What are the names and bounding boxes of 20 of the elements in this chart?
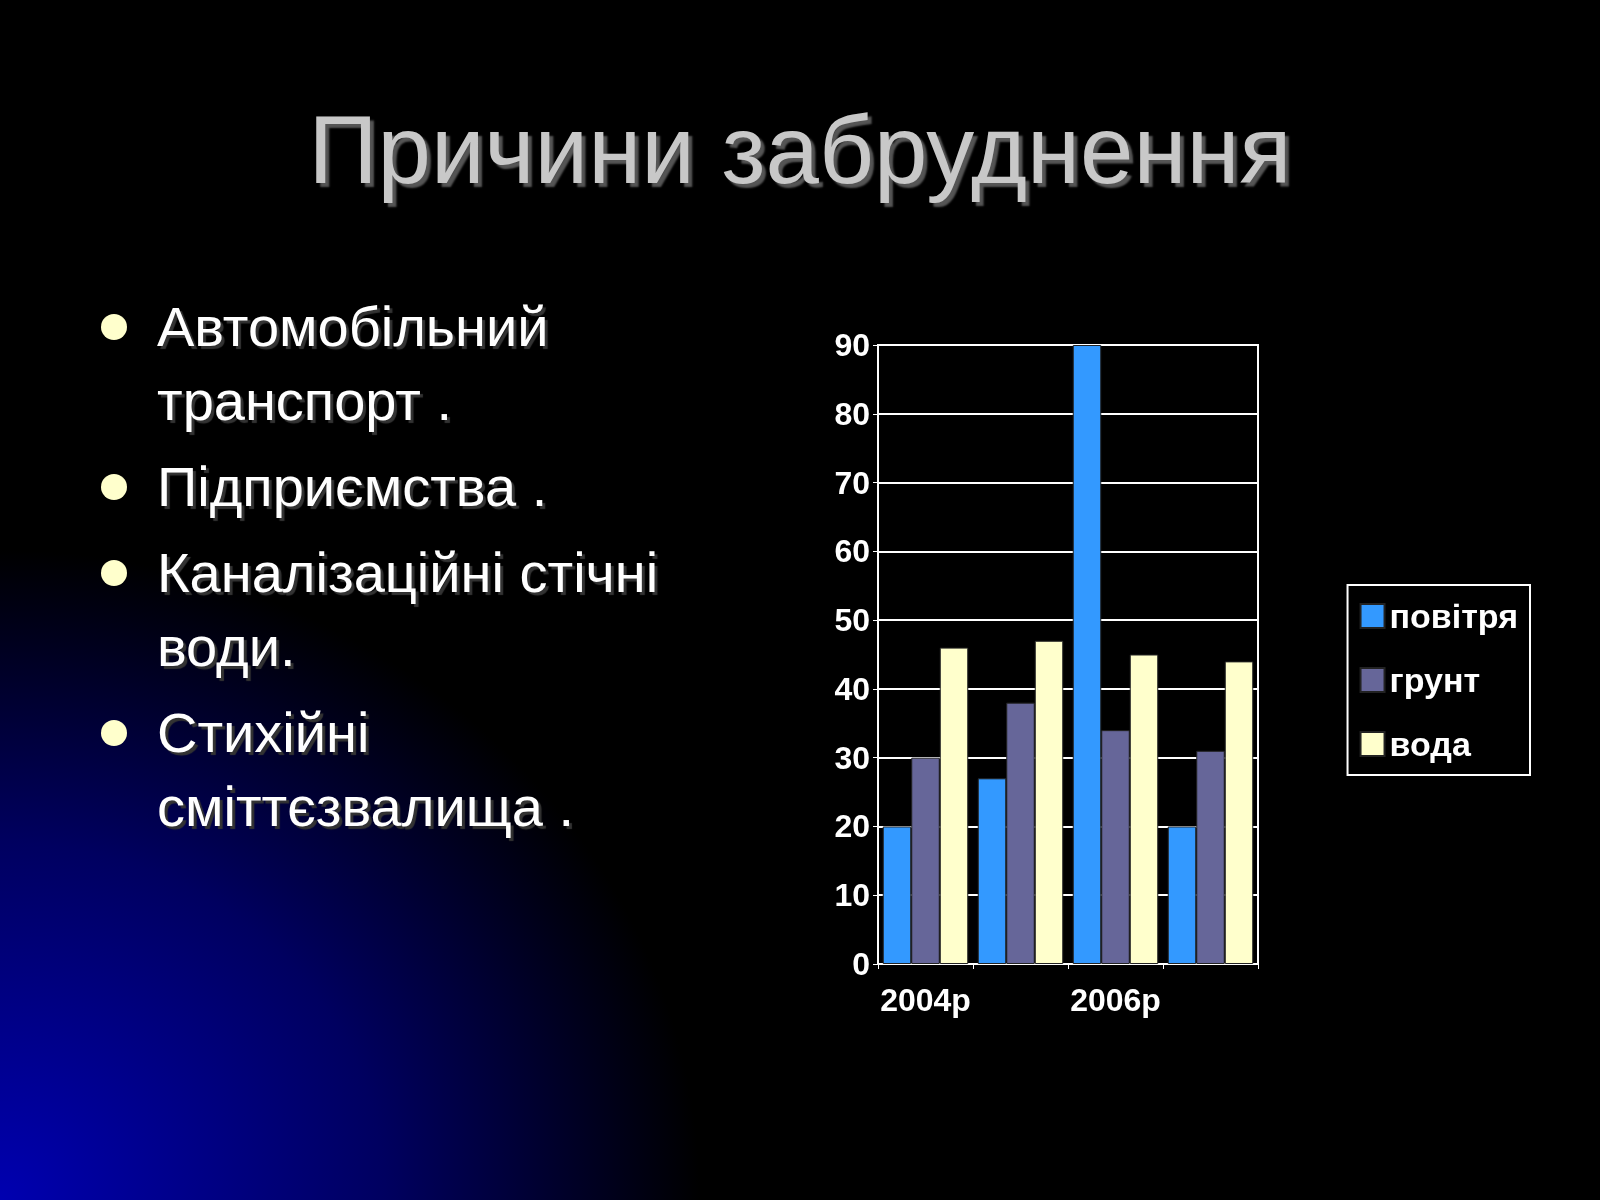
- legend-label: грунт: [1389, 661, 1481, 699]
- chart-title: Причини забруднення: [307, 95, 1293, 205]
- y-tick-label: 80: [834, 395, 870, 432]
- y-tick-label: 50: [834, 602, 870, 639]
- y-tick-label: 90: [834, 327, 870, 363]
- text: Каналізаційні стічні води.: [157, 541, 659, 678]
- text: Стихійні сміттєзвалища .: [157, 701, 575, 838]
- y-tick-label: 60: [834, 533, 870, 570]
- y-tick-label: 20: [834, 808, 870, 845]
- text: Автомобільний транспорт .: [157, 295, 549, 432]
- x-tick-label: 2006р: [1070, 982, 1161, 1018]
- y-tick-label: 40: [834, 670, 870, 707]
- y-tick-label: 70: [834, 464, 870, 501]
- x-tick-label: 2004р: [880, 982, 971, 1018]
- y-tick-label: 0: [852, 946, 870, 982]
- y-tick-label: 30: [834, 739, 870, 776]
- text: Підприємства .: [157, 455, 548, 518]
- legend-label: повітря: [1389, 597, 1519, 635]
- y-tick-label: 10: [834, 877, 870, 914]
- legend-label: вода: [1389, 725, 1472, 763]
